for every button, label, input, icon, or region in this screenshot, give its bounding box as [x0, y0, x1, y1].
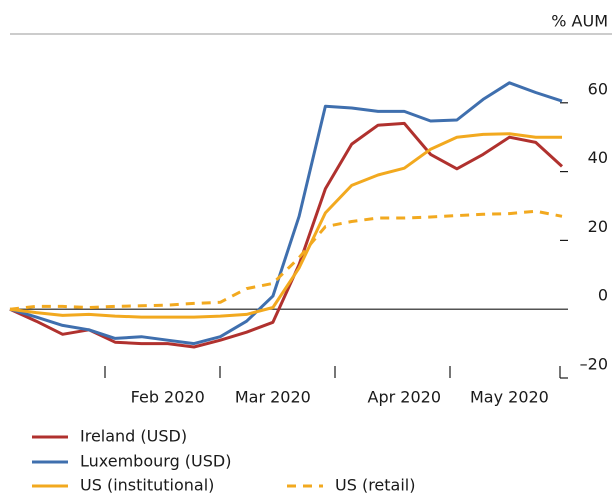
x-ticks — [104, 366, 561, 378]
y-tick-label: 40 — [588, 148, 608, 167]
x-tick-label: May 2020 — [470, 388, 549, 407]
legend-label: US (institutional) — [80, 476, 214, 495]
legend-label: US (retail) — [335, 476, 415, 495]
y-tick-label: –20 — [580, 355, 608, 374]
y-axis-label: % AUM — [551, 12, 608, 31]
y-tick-label: 0 — [598, 286, 608, 305]
x-tick-label: Apr 2020 — [368, 388, 441, 407]
y-tick-label: 60 — [588, 79, 608, 98]
series-line — [9, 81, 563, 346]
legend-label: Luxembourg (USD) — [80, 452, 231, 471]
series-line — [9, 121, 564, 349]
y-tick-label: 20 — [588, 217, 608, 236]
legend-label: Ireland (USD) — [80, 427, 187, 446]
series-line — [9, 132, 562, 319]
x-tick-label: Feb 2020 — [131, 388, 205, 407]
x-tick-label: Mar 2020 — [235, 388, 311, 407]
